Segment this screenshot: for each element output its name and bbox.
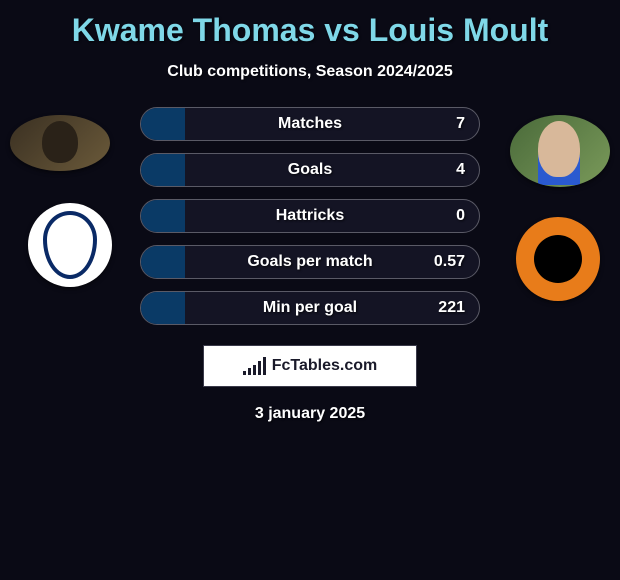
stat-value-right: 0.57 [434, 253, 465, 271]
player-left-avatar [10, 115, 110, 171]
bar-chart-icon [243, 357, 266, 375]
logo-bar [253, 365, 256, 375]
stat-row: Goals 4 [140, 153, 480, 187]
stat-label: Hattricks [141, 207, 479, 225]
stat-label: Matches [141, 115, 479, 133]
logo-bar [248, 368, 251, 375]
page-title: Kwame Thomas vs Louis Moult [0, 0, 620, 49]
stat-value-right: 4 [456, 161, 465, 179]
logo-bar [258, 361, 261, 375]
stat-row: Goals per match 0.57 [140, 245, 480, 279]
stat-row: Matches 7 [140, 107, 480, 141]
stat-row: Min per goal 221 [140, 291, 480, 325]
club-right-crest [516, 217, 600, 301]
stat-value-right: 221 [438, 299, 465, 317]
stat-label: Min per goal [141, 299, 479, 317]
stat-label: Goals per match [141, 253, 479, 271]
club-left-crest [28, 203, 112, 287]
stat-value-right: 7 [456, 115, 465, 133]
logo-bar [263, 357, 266, 375]
brand-logo[interactable]: FcTables.com [203, 345, 417, 387]
stat-rows: Matches 7 Goals 4 Hattricks 0 Goals per … [140, 107, 480, 337]
player-right-avatar [510, 115, 610, 187]
logo-bar [243, 371, 246, 375]
stat-label: Goals [141, 161, 479, 179]
date-line: 3 january 2025 [0, 405, 620, 423]
stat-row: Hattricks 0 [140, 199, 480, 233]
subtitle: Club competitions, Season 2024/2025 [0, 63, 620, 81]
stat-value-right: 0 [456, 207, 465, 225]
stats-area: Matches 7 Goals 4 Hattricks 0 Goals per … [0, 107, 620, 337]
brand-text: FcTables.com [272, 357, 378, 375]
